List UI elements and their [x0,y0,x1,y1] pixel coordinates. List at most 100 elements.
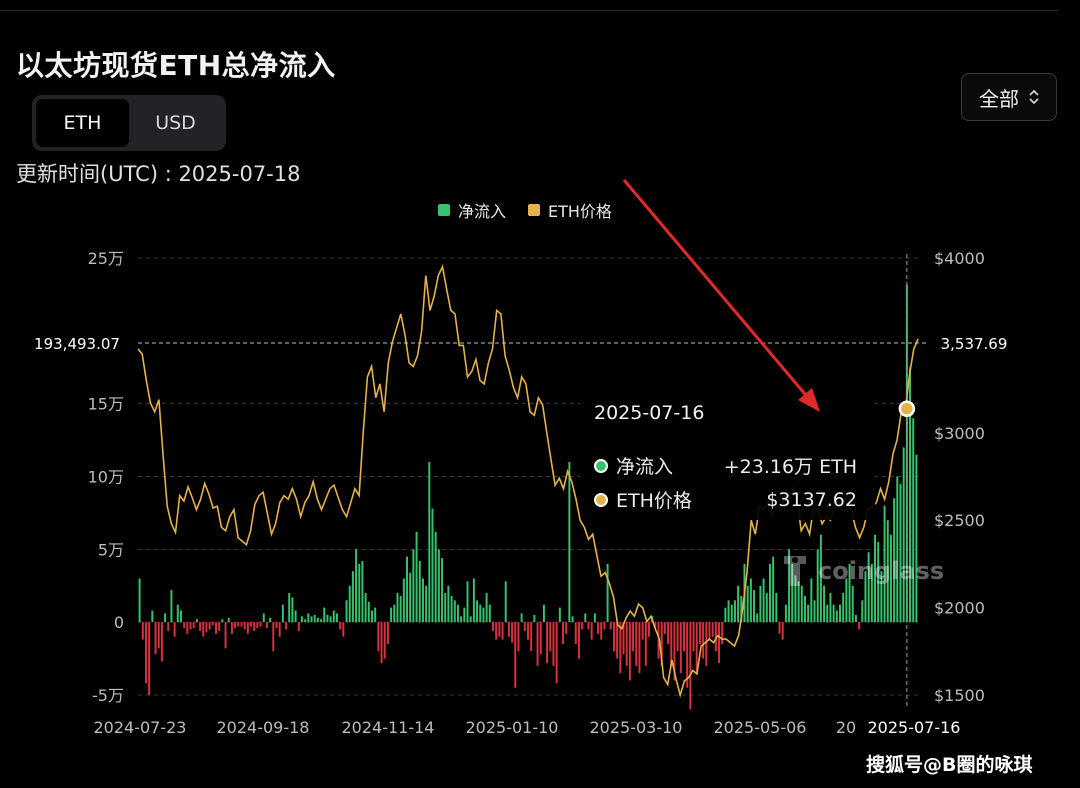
bar [148,622,151,695]
bar [380,622,383,663]
bar [418,560,421,623]
bar [663,622,666,634]
bar [300,616,303,623]
tab-eth[interactable]: ETH [36,99,129,147]
bar [893,498,896,623]
bar [501,622,504,640]
bar [549,622,552,652]
bar [507,622,510,637]
tooltip-value-price: $3137.62 [766,488,857,511]
bar [310,616,313,623]
bar [644,622,647,666]
bar [813,600,816,623]
legend-item-price[interactable]: ETH价格 [528,198,612,222]
y-left-tick: -5万 [92,686,124,705]
bar [383,622,386,659]
bar [409,572,412,623]
bar [221,619,224,623]
bar [447,585,450,623]
chart-legend: 净流入 ETH价格 [438,198,612,222]
bar [157,622,160,649]
bar [304,619,307,623]
bar [826,604,829,623]
bar [676,622,679,652]
bar [552,622,555,666]
range-select[interactable]: 全部 [961,73,1057,121]
bar [288,593,291,623]
bar [498,622,501,637]
bar [250,622,253,627]
bar [527,622,529,640]
bar [259,622,262,627]
bar [361,560,364,623]
bar [854,614,857,623]
bar [511,622,514,643]
bar [800,585,803,623]
bar [491,622,494,631]
crosshair-right-label: 3,537.69 [941,335,1008,353]
bar [823,585,826,623]
bar [628,622,631,681]
tab-usd[interactable]: USD [155,112,196,134]
bar [269,617,272,623]
bar [565,622,568,634]
bar [877,542,880,623]
tooltip-dot-inflow [594,458,608,473]
bar [307,613,310,623]
legend-swatch-price [528,204,541,216]
legend-item-inflow[interactable]: 净流入 [438,198,506,222]
bar [230,622,233,634]
bar [246,622,249,634]
bar [835,610,838,623]
crosshair-left-label: 193,493.07 [34,335,120,353]
coinglass-logo-icon [784,556,806,586]
bar [390,607,393,623]
bar [870,563,873,623]
chart-tooltip: 2025-07-16 净流入 +23.16万 ETH ETH价格 $3137.6… [580,390,875,520]
bar [205,622,208,633]
bar [883,505,886,623]
y-right-tick: $1500 [934,686,985,705]
bar [437,549,440,623]
bar [730,604,733,623]
top-divider [0,10,1058,11]
bar [622,622,625,655]
y-left-tick: 0 [114,613,124,632]
bar [702,622,705,659]
bar [186,622,189,634]
legend-label-price: ETH价格 [548,202,612,221]
bar [421,578,424,623]
bar [619,622,622,674]
bar [240,622,243,627]
bar [367,601,370,623]
bar [647,622,650,637]
bar [265,622,268,628]
bar [466,581,469,623]
bar [753,590,756,623]
bar [533,614,536,623]
bar [291,597,294,623]
bar [479,604,482,623]
bar [215,622,217,634]
bar [670,622,673,666]
bar [600,622,603,640]
bar [345,600,348,623]
bar [759,585,762,623]
bar [431,508,434,623]
bar [415,531,418,623]
bar [593,613,596,623]
tooltip-row-inflow: 净流入 +23.16万 ETH [594,452,857,479]
bar [807,604,810,623]
bar [195,619,198,623]
bar [332,610,335,623]
page-title: 以太坊现货ETH总净流入 [16,49,336,82]
bar [889,534,892,623]
bar [845,578,848,623]
bar [654,622,657,628]
bar [794,575,797,623]
bar [428,461,431,623]
bar [329,616,332,623]
bar [762,578,765,623]
bar [456,604,459,623]
